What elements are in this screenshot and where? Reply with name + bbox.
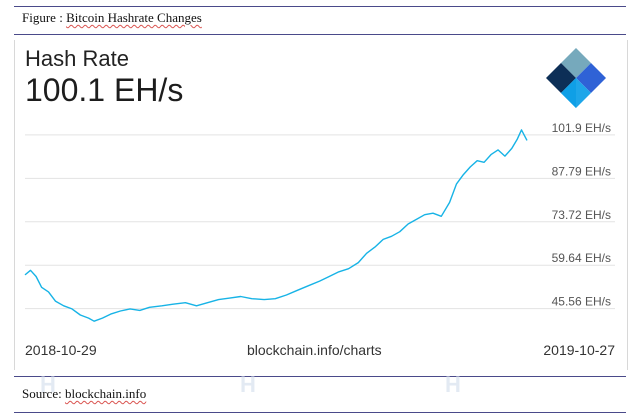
watermark-mark: H: [40, 372, 56, 397]
y-tick-label: 45.56 EH/s: [552, 295, 611, 309]
y-tick-label: 59.64 EH/s: [552, 251, 611, 265]
caption-prefix: Figure :: [22, 10, 67, 25]
end-date: 2019-10-27: [543, 342, 615, 358]
chart-source-link[interactable]: blockchain.info/charts: [247, 342, 382, 358]
metric-value: 100.1 EH/s: [25, 72, 184, 108]
hashrate-series-line: [24, 129, 528, 322]
hashrate-chart: 45.56 EH/s 59.64 EH/s 73.72 EH/s 87.79 EH/s…: [24, 121, 615, 322]
y-tick-label: 73.72 EH/s: [552, 208, 611, 222]
caption-top-rule: [14, 6, 626, 7]
y-tick-layer: 45.56 EH/s 59.64 EH/s 73.72 EH/s 87.79 EH/s…: [552, 121, 611, 309]
figure-caption: Figure : Bitcoin Hashrate Changes: [22, 10, 202, 26]
blockchain-cube-logo-icon: [546, 48, 606, 108]
metric-label: Hash Rate: [25, 46, 129, 71]
start-date: 2018-10-29: [25, 342, 97, 358]
source-name: blockchain.info: [64, 386, 147, 401]
grid-layer: [25, 134, 615, 310]
figure-source: Source: blockchain.info: [22, 386, 146, 402]
watermark-mark: H: [445, 372, 461, 397]
caption-bottom-rule: [14, 34, 626, 35]
hashrate-chart-widget: 45.56 EH/s 59.64 EH/s 73.72 EH/s 87.79 EH/s…: [14, 40, 628, 370]
source-top-rule: [14, 376, 626, 377]
source-bottom-rule: [14, 412, 626, 413]
series-layer: [24, 129, 528, 322]
y-tick-label: 87.79 EH/s: [552, 164, 611, 178]
caption-title: Bitcoin Hashrate Changes: [66, 10, 202, 25]
source-prefix: Source:: [22, 386, 65, 401]
y-tick-label: 101.9 EH/s: [552, 121, 611, 135]
watermark-mark: H: [240, 372, 256, 397]
